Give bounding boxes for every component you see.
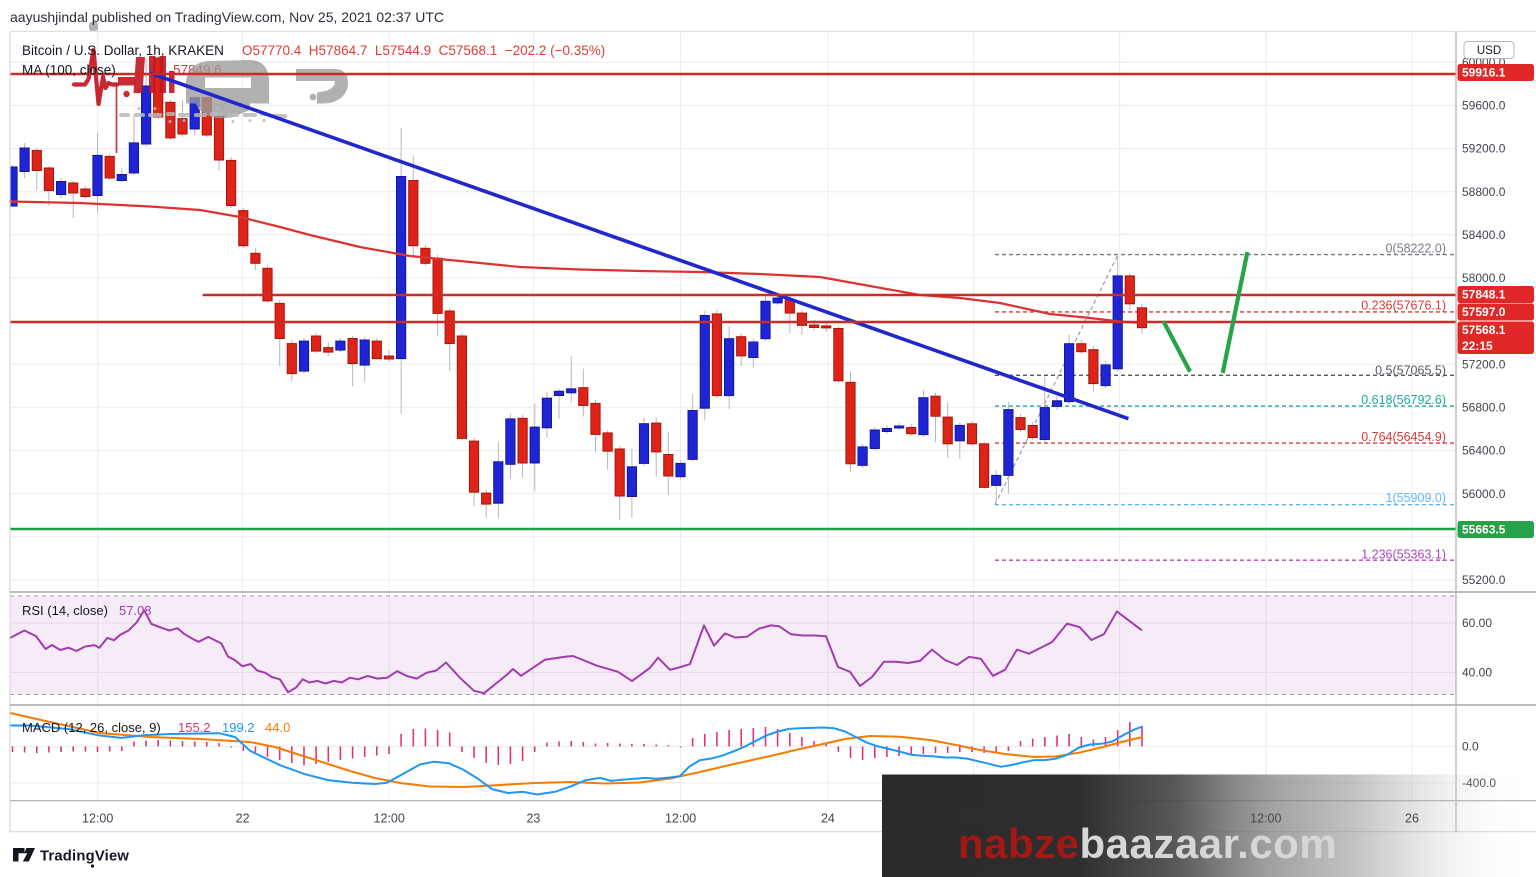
svg-text:RSI (14, close): RSI (14, close) <box>22 603 108 618</box>
svg-text:0.5(57065.5): 0.5(57065.5) <box>1375 364 1446 378</box>
svg-text:60.00: 60.00 <box>1462 616 1492 630</box>
svg-text:23: 23 <box>526 812 540 826</box>
svg-text:nabzebaazaar.com: nabzebaazaar.com <box>958 820 1337 867</box>
svg-text:199.2: 199.2 <box>222 720 255 735</box>
svg-text:55200.0: 55200.0 <box>1462 573 1506 587</box>
svg-text:58800.0: 58800.0 <box>1462 185 1506 199</box>
svg-text:24: 24 <box>821 812 835 826</box>
svg-text:0(58222.0): 0(58222.0) <box>1386 242 1446 256</box>
svg-text:1(55909.0): 1(55909.0) <box>1386 491 1446 505</box>
svg-text:12:00: 12:00 <box>958 812 989 826</box>
svg-text:12:00: 12:00 <box>665 812 696 826</box>
svg-text:55663.5: 55663.5 <box>1462 523 1506 537</box>
svg-text:58000.0: 58000.0 <box>1462 271 1506 285</box>
svg-text:59200.0: 59200.0 <box>1462 142 1506 156</box>
svg-text:57848.1: 57848.1 <box>1462 288 1506 302</box>
svg-text:TradingView: TradingView <box>40 849 129 865</box>
svg-text:12:00: 12:00 <box>1250 812 1281 826</box>
svg-text:44.0: 44.0 <box>265 720 290 735</box>
svg-text:O57770.4 H57864.7 L57544.9: O57770.4 H57864.7 L57544.9 C57568.1 −202… <box>242 43 605 58</box>
svg-text:59600.0: 59600.0 <box>1462 99 1506 113</box>
svg-text:26: 26 <box>1405 812 1419 826</box>
svg-text:0.764(56454.9): 0.764(56454.9) <box>1361 430 1446 444</box>
svg-text:MA (100, close): MA (100, close) <box>22 63 116 78</box>
svg-text:0.0: 0.0 <box>1462 740 1479 754</box>
svg-text:57568.1: 57568.1 <box>1462 323 1506 337</box>
svg-text:57.08: 57.08 <box>119 603 152 618</box>
svg-text:aayushjindal published on Trad: aayushjindal published on TradingView.co… <box>10 9 444 25</box>
svg-text:25: 25 <box>1113 812 1127 826</box>
svg-text:1.236(55363.1): 1.236(55363.1) <box>1361 548 1446 562</box>
svg-text:59916.1: 59916.1 <box>1462 66 1506 80</box>
svg-text:56000.0: 56000.0 <box>1462 487 1506 501</box>
svg-text:57200.0: 57200.0 <box>1462 357 1506 371</box>
svg-text:22:15: 22:15 <box>1462 339 1493 353</box>
svg-text:Bitcoin / U.S. Dollar, 1h, KRA: Bitcoin / U.S. Dollar, 1h, KRAKEN <box>22 43 224 58</box>
svg-text:56400.0: 56400.0 <box>1462 444 1506 458</box>
svg-text:57597.0: 57597.0 <box>1462 305 1506 319</box>
svg-text:22: 22 <box>236 812 250 826</box>
svg-text:USD: USD <box>1477 45 1501 57</box>
svg-text:0.618(56792.6): 0.618(56792.6) <box>1361 393 1446 407</box>
svg-text:12:00: 12:00 <box>374 812 405 826</box>
svg-text:40.00: 40.00 <box>1462 666 1492 680</box>
svg-text:0.236(57676.1): 0.236(57676.1) <box>1361 299 1446 313</box>
svg-text:155.2: 155.2 <box>178 720 211 735</box>
svg-text:58400.0: 58400.0 <box>1462 228 1506 242</box>
svg-text:56800.0: 56800.0 <box>1462 401 1506 415</box>
svg-text:12:00: 12:00 <box>82 812 113 826</box>
svg-text:MACD (12, 26, close, 9): MACD (12, 26, close, 9) <box>22 720 161 735</box>
